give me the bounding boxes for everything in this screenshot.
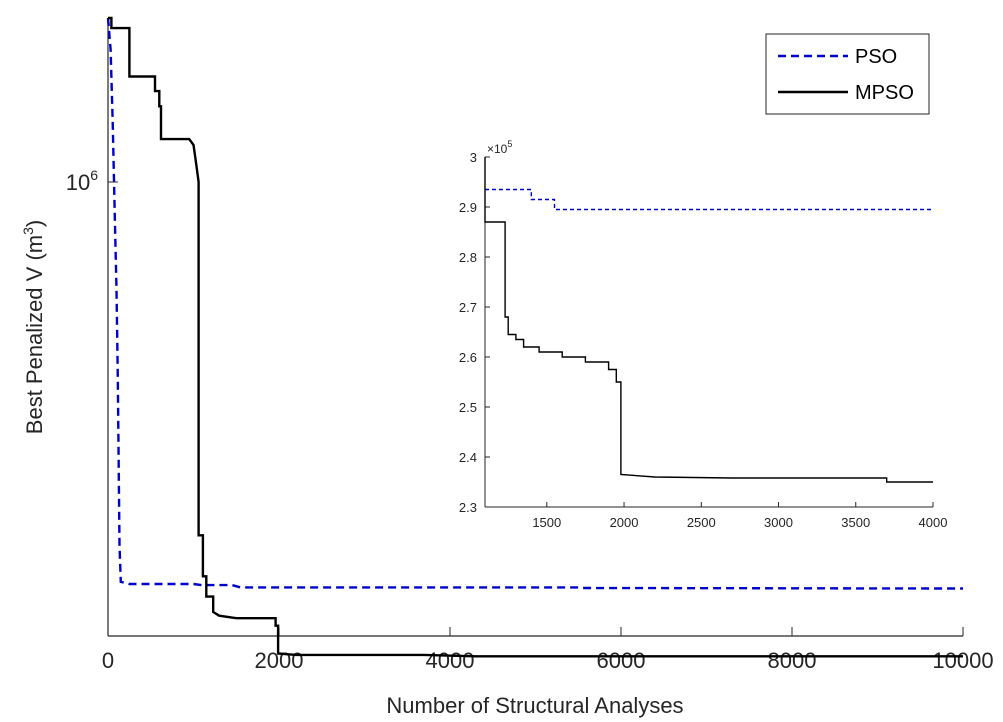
inset-y-tick-label: 2.7 [459, 300, 477, 315]
inset-y-ticks: 2.3 2.4 2.5 2.6 2.7 2.8 2.9 3 [459, 150, 490, 515]
legend-items: PSO MPSO [778, 46, 914, 104]
inset-series-lines [484, 157, 933, 483]
main-x-tick-label: 10000 [932, 648, 993, 673]
main-x-axis-label: Number of Structural Analyses [386, 693, 683, 718]
main-x-tick-label: 4000 [426, 648, 475, 673]
legend-box [765, 33, 930, 115]
legend-label-mpso: MPSO [855, 82, 914, 104]
main-x-tick-label: 6000 [597, 648, 646, 673]
inset-y-tick-label: 2.8 [459, 250, 477, 265]
inset-background [485, 157, 933, 507]
legend-label-pso: PSO [855, 46, 897, 68]
inset-y-tick-label: 2.9 [459, 200, 477, 215]
main-series-lines [106, 16, 963, 658]
inset-x-tick-label: 1500 [532, 515, 561, 530]
main-x-tick-label: 0 [102, 648, 114, 673]
inset-x-ticks: 1500 2000 2500 3000 3500 4000 [532, 502, 947, 530]
main-y-ticks: 106 [66, 167, 118, 195]
inset-x-tick-label: 2000 [610, 515, 639, 530]
main-series-mpso-line [108, 16, 963, 658]
inset-y-tick-label: 2.3 [459, 500, 477, 515]
inset-x-tick-label: 3500 [841, 515, 870, 530]
main-y-axis-label: Best Penalized V (m3) [20, 220, 47, 434]
main-x-tick-label: 8000 [768, 648, 817, 673]
main-x-ticks: 0 2000 4000 6000 8000 10000 [102, 627, 994, 673]
legend: PSO MPSO [765, 33, 930, 115]
inset-x-tick-label: 3000 [764, 515, 793, 530]
main-plot: 0 2000 4000 6000 8000 10000 106 Number of Str… [20, 16, 994, 718]
inset-series-mpso-line [484, 157, 933, 483]
main-series-pso-line [106, 17, 963, 590]
inset-series-pso-line [485, 188, 933, 211]
inset-x-tick-label: 4000 [919, 515, 948, 530]
inset-x-tick-label: 2500 [687, 515, 716, 530]
inset-plot: 1500 2000 2500 3000 3500 4000 2.3 2.4 2.5 2.6 2.7… [459, 139, 948, 530]
inset-y-tick-label: 2.6 [459, 350, 477, 365]
inset-y-tick-label: 3 [470, 150, 477, 165]
inset-y-tick-label: 2.5 [459, 400, 477, 415]
main-y-tick-label: 106 [66, 167, 98, 195]
inset-y-tick-label: 2.4 [459, 450, 477, 465]
inset-y-multiplier: ×105 [487, 139, 512, 156]
